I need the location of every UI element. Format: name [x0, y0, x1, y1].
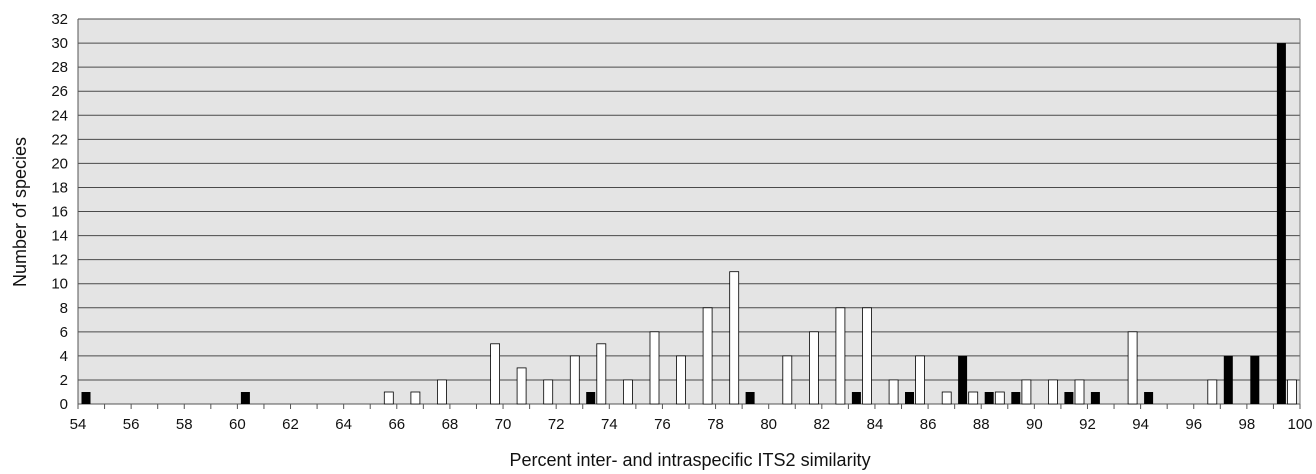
y-tick-label: 8 [60, 300, 68, 317]
plot-area [77, 18, 1301, 409]
bar-white [968, 391, 979, 405]
bar-white [1074, 379, 1085, 405]
bar-white [862, 307, 872, 405]
bar-white [915, 355, 925, 405]
bar-white [383, 391, 394, 405]
x-tick-label: 98 [1239, 416, 1256, 433]
bar-black [1144, 392, 1154, 404]
bar-white [649, 331, 660, 405]
y-tick-label: 20 [51, 155, 68, 172]
x-tick-label: 80 [760, 416, 777, 433]
bar-black [1223, 355, 1233, 404]
x-tick-label: 86 [920, 416, 937, 433]
x-tick-label: 94 [1132, 416, 1149, 433]
bar-white [1287, 379, 1297, 405]
bar-black [81, 392, 91, 404]
bar-white [835, 307, 846, 405]
bar-black [1276, 43, 1286, 404]
bar-black [1090, 392, 1100, 404]
y-tick-label: 12 [51, 252, 68, 269]
bar-white [782, 355, 793, 405]
x-tick-label: 74 [601, 416, 618, 433]
x-tick-label: 92 [1079, 416, 1096, 433]
bar-black [745, 392, 755, 404]
y-tick-label: 16 [51, 204, 68, 221]
x-tick-label: 62 [282, 416, 299, 433]
x-tick-label: 90 [1026, 416, 1043, 433]
y-tick-label: 26 [51, 83, 68, 100]
bar-white [888, 379, 899, 405]
x-tick-label: 56 [123, 416, 140, 433]
x-tick-label: 60 [229, 416, 246, 433]
bar-black [905, 392, 914, 404]
x-axis-label: Percent inter- and intraspecific ITS2 si… [509, 450, 870, 470]
bar-white [1048, 379, 1058, 405]
bar-black [958, 355, 968, 404]
bar-white [623, 379, 633, 405]
y-axis-label: Number of species [10, 137, 30, 287]
x-tick-label: 54 [70, 416, 87, 433]
bar-white [1207, 379, 1218, 405]
y-tick-label: 0 [60, 396, 68, 413]
bar-black [984, 392, 994, 404]
x-tick-label: 68 [442, 416, 459, 433]
x-tick-label: 100 [1287, 416, 1312, 433]
x-tick-label: 82 [813, 416, 830, 433]
x-tick-label: 84 [867, 416, 884, 433]
y-tick-label: 24 [51, 107, 68, 124]
y-tick-label: 4 [60, 348, 68, 365]
x-tick-label: 78 [707, 416, 724, 433]
bar-white [994, 391, 1005, 405]
bar-black [240, 392, 250, 404]
bar-white [676, 355, 686, 405]
y-tick-label: 22 [51, 131, 68, 148]
bar-white [436, 379, 447, 405]
bar-white [1021, 379, 1032, 405]
x-tick-label: 72 [548, 416, 565, 433]
x-tick-label: 88 [973, 416, 990, 433]
y-tick-label: 10 [51, 276, 68, 293]
bar-white [596, 343, 607, 405]
y-tick-label: 30 [51, 35, 68, 52]
x-tick-label: 64 [335, 416, 352, 433]
bar-white [569, 355, 580, 405]
x-tick-label: 58 [176, 416, 193, 433]
y-tick-label: 14 [51, 228, 68, 245]
bar-white [1127, 331, 1138, 405]
y-tick-label: 6 [60, 324, 68, 341]
bar-black [1064, 392, 1074, 404]
x-tick-label: 70 [495, 416, 512, 433]
bar-black [1250, 355, 1260, 404]
bar-white [729, 271, 740, 405]
y-tick-label: 18 [51, 179, 68, 196]
bar-white [941, 391, 952, 405]
bar-white [490, 343, 501, 405]
y-tick-label: 32 [51, 11, 68, 28]
bars [81, 43, 1297, 405]
bar-black [1011, 392, 1021, 404]
y-tick-label: 2 [60, 372, 68, 389]
x-tick-label: 76 [654, 416, 671, 433]
x-tick-label: 66 [388, 416, 405, 433]
bar-white [809, 331, 819, 405]
bar-white [410, 391, 421, 405]
y-tick-label: 28 [51, 59, 68, 76]
x-tick-label: 96 [1185, 416, 1202, 433]
bar-white [543, 379, 554, 405]
bar-black [586, 392, 596, 404]
bar-white [516, 367, 527, 405]
bar-white [702, 307, 713, 405]
bar-black [851, 392, 861, 404]
